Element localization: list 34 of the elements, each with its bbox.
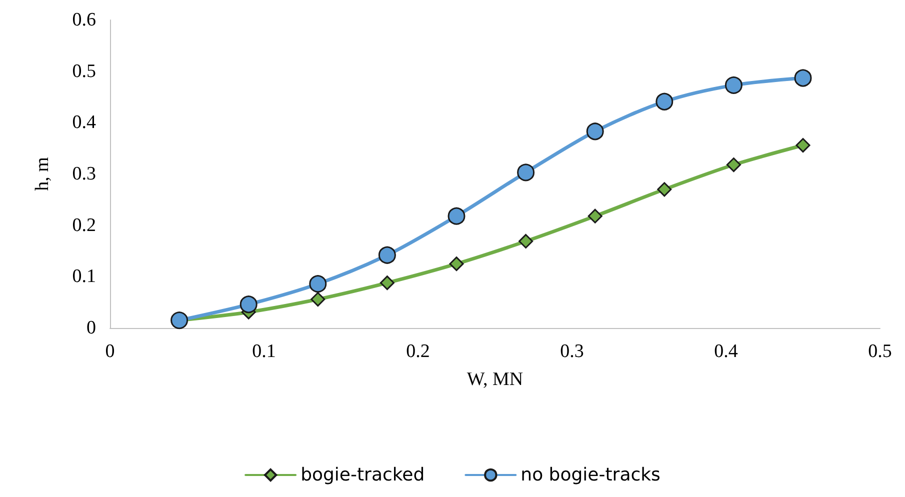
point <box>796 138 810 153</box>
point <box>794 69 812 87</box>
y-axis-title: h, m <box>32 156 53 191</box>
y-tick-label: 0.6 <box>72 10 96 30</box>
point <box>726 158 741 172</box>
point <box>518 234 534 248</box>
y-tick-label: 0.4 <box>72 112 96 134</box>
x-tick-label: 0.2 <box>406 341 430 362</box>
point <box>380 276 394 290</box>
point <box>724 76 742 94</box>
point <box>656 92 674 110</box>
point <box>309 275 327 293</box>
point <box>310 292 326 307</box>
y-tick-label: 0.1 <box>72 266 96 288</box>
x-tick-label: 0.4 <box>714 341 738 362</box>
x-tick-label: 0.1 <box>252 341 276 362</box>
legend-label: no bogie-tracks <box>520 464 660 486</box>
x-axis-title: W, MN <box>466 369 524 390</box>
y-tick-label: 0.5 <box>72 60 96 82</box>
point <box>657 182 672 197</box>
x-tick-label: 0.3 <box>560 341 584 362</box>
y-tick-label: 0 <box>86 318 96 338</box>
x-tick-label: 0.5 <box>868 341 892 362</box>
legend-label: bogie-tracked <box>300 464 425 486</box>
point <box>378 246 396 264</box>
point <box>588 208 602 224</box>
point <box>517 164 535 182</box>
point <box>586 122 604 140</box>
y-tick-label: 0.3 <box>72 164 96 184</box>
point <box>449 256 464 272</box>
point <box>240 296 258 314</box>
x-tick-label: 0 <box>105 341 115 362</box>
y-tick-label: 0.2 <box>72 214 96 236</box>
point <box>448 207 466 225</box>
